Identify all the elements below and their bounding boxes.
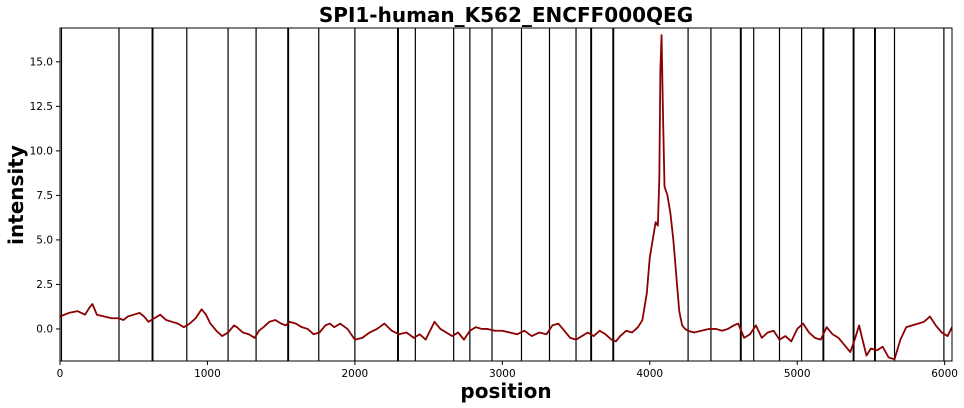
x-tick-label-5: 5000 <box>784 368 811 380</box>
y-tick-label-5: 12.5 <box>30 101 53 113</box>
y-tick-label-6: 15.0 <box>30 56 53 68</box>
y-tick-label-3: 7.5 <box>36 190 53 202</box>
series-line-0 <box>59 34 953 361</box>
y-tick-label-2: 5.0 <box>36 234 53 246</box>
chart-title: SPI1-human_K562_ENCFF000QEG <box>319 3 693 27</box>
y-tick-label-4: 10.0 <box>30 145 53 157</box>
x-tick-label-4: 4000 <box>636 368 663 380</box>
x-tick-label-0: 0 <box>57 368 64 380</box>
x-tick-label-2: 2000 <box>342 368 369 380</box>
x-tick-label-6: 6000 <box>931 368 958 380</box>
x-axis-ticks: 0 1000 2000 3000 4000 5000 6000 <box>57 361 958 380</box>
y-axis-ticks: 0.0 2.5 5.0 7.5 10.0 12.5 15.0 <box>30 56 60 335</box>
x-tick-label-3: 3000 <box>489 368 516 380</box>
y-tick-label-1: 2.5 <box>36 279 53 291</box>
y-tick-label-0: 0.0 <box>36 323 53 335</box>
series-layer <box>59 34 953 361</box>
x-tick-label-1: 1000 <box>194 368 221 380</box>
vertical-marker-lines <box>60 28 945 361</box>
plot-frame <box>59 27 953 362</box>
x-axis-label: position <box>460 379 551 403</box>
y-axis-label: intensity <box>4 145 28 245</box>
